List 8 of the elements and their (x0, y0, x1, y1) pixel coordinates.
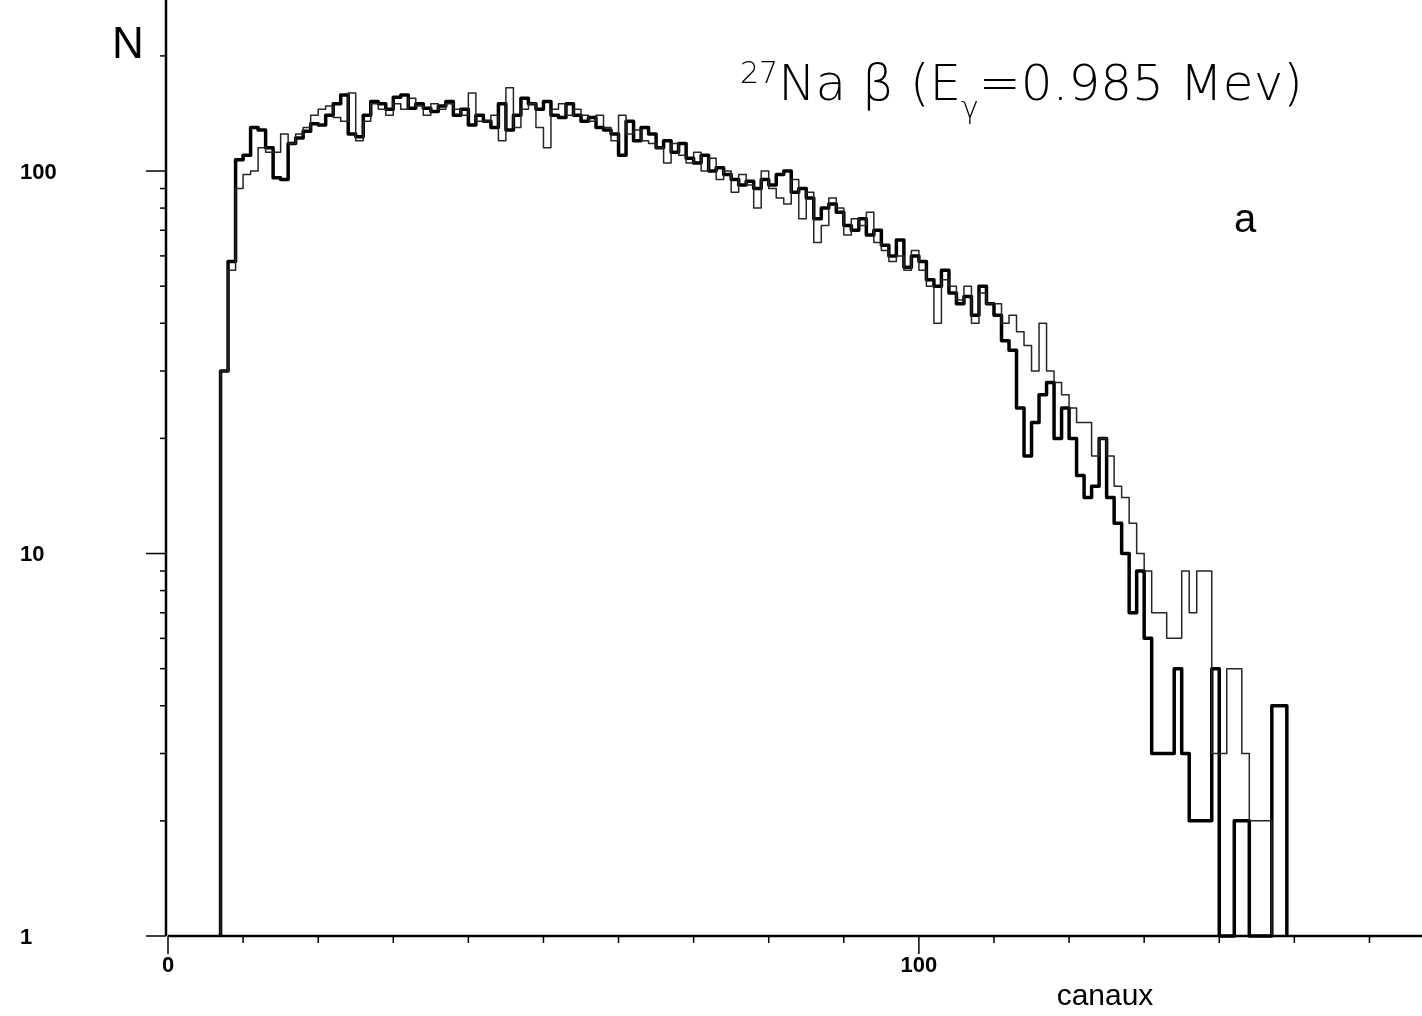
y-axis-title: N (112, 18, 144, 67)
y-tick-label: 1 (20, 923, 33, 949)
y-tick-label: 10 (20, 541, 45, 567)
x-axis-title: canaux (1056, 978, 1154, 1011)
x-tick-label: 0 (161, 952, 175, 977)
text: $^{27}$Na β (E$_{γ}$=0.985 Mev) (740, 54, 1303, 125)
annotation: a (1233, 196, 1257, 240)
y-tick-label: 100 (20, 158, 57, 184)
